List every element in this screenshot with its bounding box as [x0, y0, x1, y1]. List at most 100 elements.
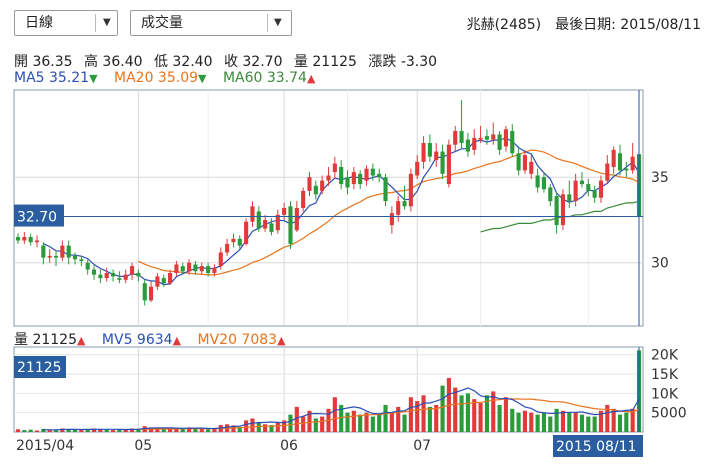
candle-body [313, 185, 318, 195]
volume-bar [408, 397, 413, 432]
candle-body [510, 131, 515, 154]
candle-body [15, 237, 21, 241]
candle-body [28, 237, 33, 243]
volume-bar [440, 385, 445, 432]
up-triangle-icon: ▲ [277, 334, 286, 347]
candle-body [218, 252, 223, 267]
volume-bar [389, 412, 394, 432]
up-triangle-icon: ▲ [172, 334, 182, 347]
mv5-line [43, 387, 640, 431]
volume-bar [541, 412, 547, 432]
candle-body [611, 149, 616, 167]
volume-bar [611, 408, 616, 432]
candle-body [320, 180, 325, 191]
candle-body [275, 214, 280, 231]
candle-body [605, 163, 610, 181]
candle-body [47, 255, 52, 258]
chevron-down-icon: ▼ [103, 17, 111, 28]
volume-bar [294, 406, 299, 432]
period-select[interactable]: 日線 ▼ [14, 10, 118, 36]
volume-legend-item: 量 21125▲ [14, 332, 85, 348]
volume-tick-label: 15K [651, 367, 679, 383]
volume-bar [465, 393, 470, 432]
volume-bar [187, 427, 192, 432]
candle-body [123, 274, 128, 280]
volume-bar [244, 420, 249, 432]
indicator-select-divider [267, 14, 268, 32]
volume-bar [301, 416, 306, 432]
candle-body [434, 151, 439, 161]
candle-body [307, 177, 312, 191]
volume-legend: 量 21125▲ MV5 9634▲ MV20 7083▲ [14, 329, 298, 349]
volume-bar [478, 403, 483, 432]
volume-bar [22, 430, 27, 432]
candle-body [535, 175, 540, 188]
candle-body [250, 206, 255, 222]
volume-bar [53, 430, 59, 432]
price-tick-label: 35 [651, 170, 669, 186]
volume-bar [275, 422, 280, 432]
candle-body [567, 194, 572, 202]
candle-body [522, 154, 527, 171]
quote-close: 收 32.70 [223, 54, 283, 70]
indicator-select-value: 成交量 [141, 15, 183, 31]
volume-bar [307, 410, 312, 432]
candle-body [541, 177, 547, 190]
candle-body [529, 161, 534, 174]
volume-bar [320, 416, 325, 432]
volume-tick-label: 5000 [651, 406, 687, 422]
volume-bar [47, 429, 52, 432]
candle-body [358, 173, 363, 185]
candle-body [478, 137, 483, 140]
volume-bar [339, 404, 344, 432]
candle-body [446, 144, 451, 185]
volume-bar [41, 428, 46, 432]
volume-bar [110, 430, 116, 432]
volume-bar [288, 414, 293, 432]
mv20-value: MV20 7083 [197, 332, 278, 348]
candle-body [345, 177, 350, 188]
price-panel-frame [13, 89, 644, 327]
candle-body [301, 190, 306, 208]
mv5-value: MV5 9634 [101, 332, 173, 348]
chevron-down-icon: ▼ [274, 17, 282, 28]
quote-open: 開 36.35 [14, 54, 73, 70]
quote-high: 高 36.40 [83, 54, 143, 70]
volume-bar [548, 416, 553, 432]
volume-bar [592, 416, 597, 432]
volume-bar [567, 412, 572, 432]
candle-body [199, 266, 204, 272]
indicator-select[interactable]: 成交量 ▼ [130, 10, 292, 36]
volume-bar [630, 408, 635, 432]
candle-body [187, 262, 192, 272]
stock-name-code: 兆赫(2485) [466, 17, 542, 33]
candle-body [554, 196, 559, 226]
ma60-value: MA60 33.74 [222, 70, 307, 86]
volume-value: 量 21125 [14, 332, 77, 348]
candle-body [351, 172, 356, 185]
volume-bar [180, 428, 185, 432]
x-axis-label: 06 [280, 438, 298, 454]
candle-body [548, 187, 553, 202]
quote-low: 低 32.40 [153, 54, 213, 70]
candle-body [104, 272, 109, 279]
ma5-legend: MA5 35.21▼ [14, 70, 98, 86]
volume-bar [345, 412, 350, 432]
volume-bar [351, 410, 356, 432]
ma20-value: MA20 35.09 [114, 70, 199, 86]
volume-bar [573, 412, 578, 432]
candle-body [294, 208, 299, 231]
candle-body [193, 264, 198, 272]
volume-bar [250, 418, 255, 432]
candle-body [161, 278, 166, 284]
candle-body [288, 206, 293, 244]
volume-bar [358, 414, 363, 432]
candle-body [225, 243, 230, 253]
volume-bar [579, 414, 585, 432]
volume-bar [34, 430, 40, 432]
volume-bar [427, 406, 432, 432]
ma60-line [480, 200, 640, 233]
current-volume-badge-text: 21125 [17, 360, 62, 376]
candle-body [364, 168, 369, 181]
